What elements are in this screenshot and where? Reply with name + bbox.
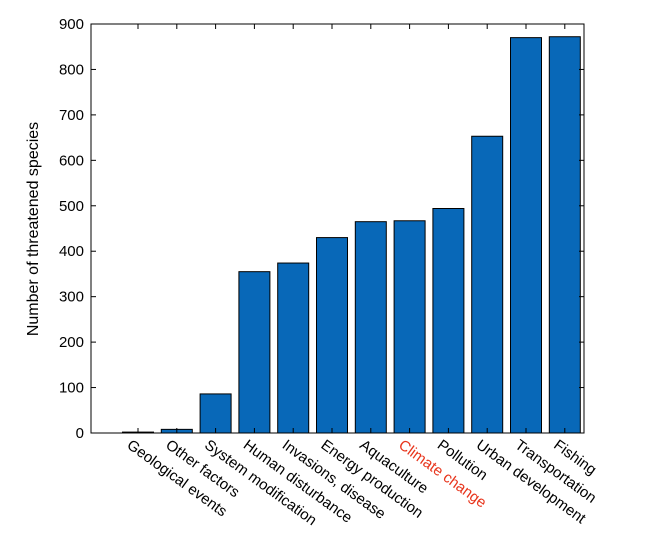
- y-tick-label: 600: [59, 152, 84, 169]
- y-tick-label: 100: [59, 380, 84, 397]
- y-tick-label: 900: [59, 16, 84, 33]
- y-tick-label: 700: [59, 107, 84, 124]
- y-tick-label: 0: [76, 425, 84, 442]
- bar-climate-change: [393, 220, 426, 434]
- bar-system-modification: [199, 393, 232, 434]
- y-tick-label: 300: [59, 289, 84, 306]
- y-axis-title: Number of threatened species: [25, 122, 42, 336]
- x-axis-ticks: [137, 24, 566, 433]
- y-axis-tick-labels: 0 100 200 300 400 500 600 700 800 900: [59, 16, 84, 442]
- plot-area: [90, 23, 585, 434]
- y-axis-ticks: [91, 23, 584, 434]
- y-tick-label: 400: [59, 243, 84, 260]
- bar-human-disturbance: [238, 271, 271, 434]
- bar-fishing: [548, 36, 581, 434]
- bar-energy-production: [316, 237, 348, 434]
- y-tick-label: 800: [59, 61, 84, 78]
- y-tick-label: 500: [59, 198, 84, 215]
- bar-urban-development: [471, 135, 504, 434]
- bar-pollution: [432, 208, 465, 434]
- bars-group: [122, 36, 581, 434]
- bar-transportation: [510, 37, 542, 434]
- bar-aquaculture: [354, 221, 387, 434]
- y-tick-label: 200: [59, 334, 84, 351]
- bar-invasions-disease: [277, 262, 310, 434]
